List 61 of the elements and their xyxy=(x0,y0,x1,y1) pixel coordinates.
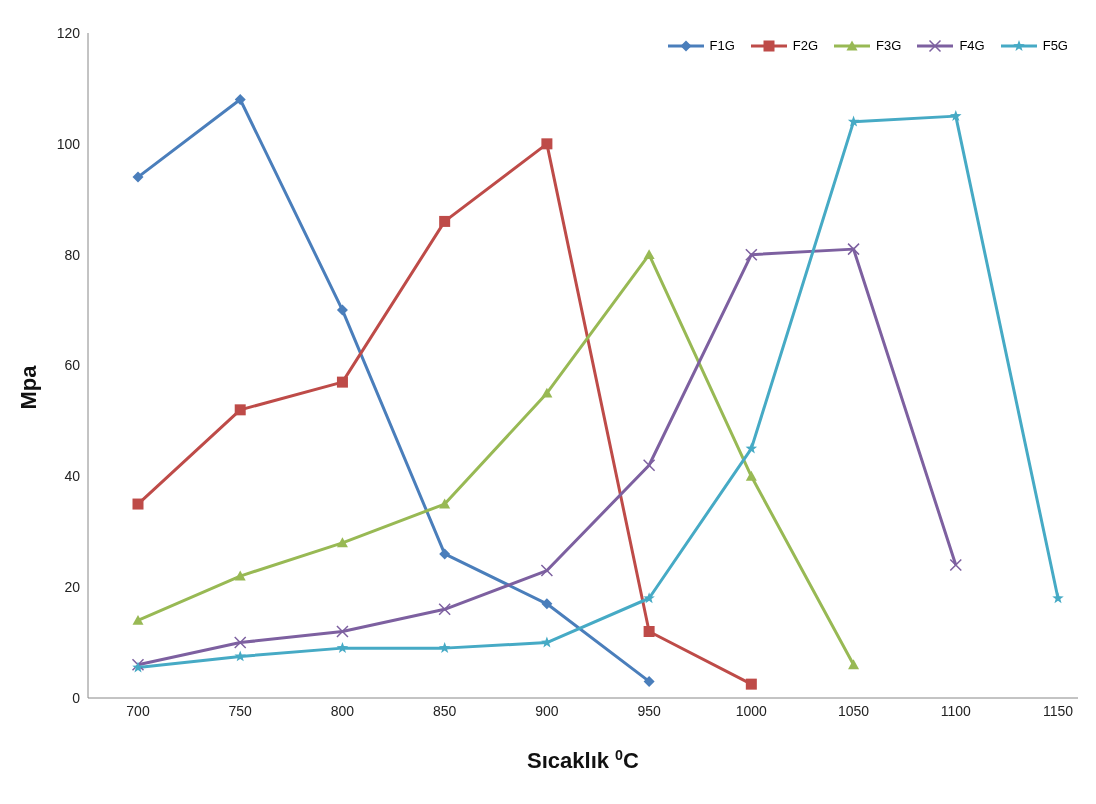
y-tick-label: 0 xyxy=(72,689,81,706)
y-axis-title: Mpa xyxy=(15,364,41,410)
x-tick-label: 1000 xyxy=(735,702,768,719)
legend-label: F3G xyxy=(876,38,902,53)
point xyxy=(745,248,758,261)
point xyxy=(336,642,349,654)
x-axis-title: Sıcaklık $^{0}$C xyxy=(527,747,640,773)
point xyxy=(541,387,553,398)
point xyxy=(439,548,451,560)
point xyxy=(132,171,144,183)
point xyxy=(132,614,144,625)
point xyxy=(745,442,758,454)
legend-label: F5G xyxy=(1042,38,1068,53)
x-tick-label: 800 xyxy=(330,702,355,719)
y-tick-label: 80 xyxy=(64,246,81,263)
x-tick-label: 950 xyxy=(637,702,661,719)
legend-label: F1G xyxy=(709,38,735,53)
x-tick-label: 700 xyxy=(126,702,150,719)
y-tick-label: 20 xyxy=(64,579,81,596)
point xyxy=(1052,592,1064,604)
point xyxy=(336,376,348,388)
point xyxy=(233,636,247,649)
legend-label: F2G xyxy=(792,38,819,53)
x-tick-label: 1150 xyxy=(1042,702,1074,719)
point xyxy=(234,404,246,416)
y-tick-label: 100 xyxy=(56,135,81,152)
point xyxy=(336,625,349,638)
x-tick-label: 1100 xyxy=(940,702,972,719)
point xyxy=(336,537,348,548)
point xyxy=(541,138,553,150)
point xyxy=(439,215,451,227)
point xyxy=(745,470,757,481)
point xyxy=(234,94,246,105)
point xyxy=(643,626,655,637)
point xyxy=(541,598,553,610)
x-tick-label: 750 xyxy=(228,702,253,719)
point xyxy=(847,115,860,127)
point xyxy=(643,592,655,604)
y-tick-label: 120 xyxy=(56,24,81,41)
legend-label: F4G xyxy=(959,38,985,53)
point xyxy=(745,678,757,690)
x-tick-label: 850 xyxy=(432,702,457,719)
x-tick-label: 1050 xyxy=(837,702,870,719)
point xyxy=(234,650,246,662)
y-tick-label: 60 xyxy=(64,357,81,374)
point xyxy=(336,304,348,316)
point xyxy=(848,659,860,670)
point xyxy=(540,564,554,577)
point xyxy=(438,603,451,616)
point xyxy=(643,675,655,687)
point xyxy=(439,498,451,509)
point xyxy=(132,498,144,510)
y-tick-label: 40 xyxy=(64,468,81,485)
point xyxy=(642,459,656,472)
point xyxy=(438,642,451,654)
point xyxy=(949,558,963,572)
point xyxy=(950,110,962,122)
x-tick-label: 900 xyxy=(535,702,559,719)
point xyxy=(234,570,246,581)
point xyxy=(643,249,655,260)
point xyxy=(847,242,860,256)
